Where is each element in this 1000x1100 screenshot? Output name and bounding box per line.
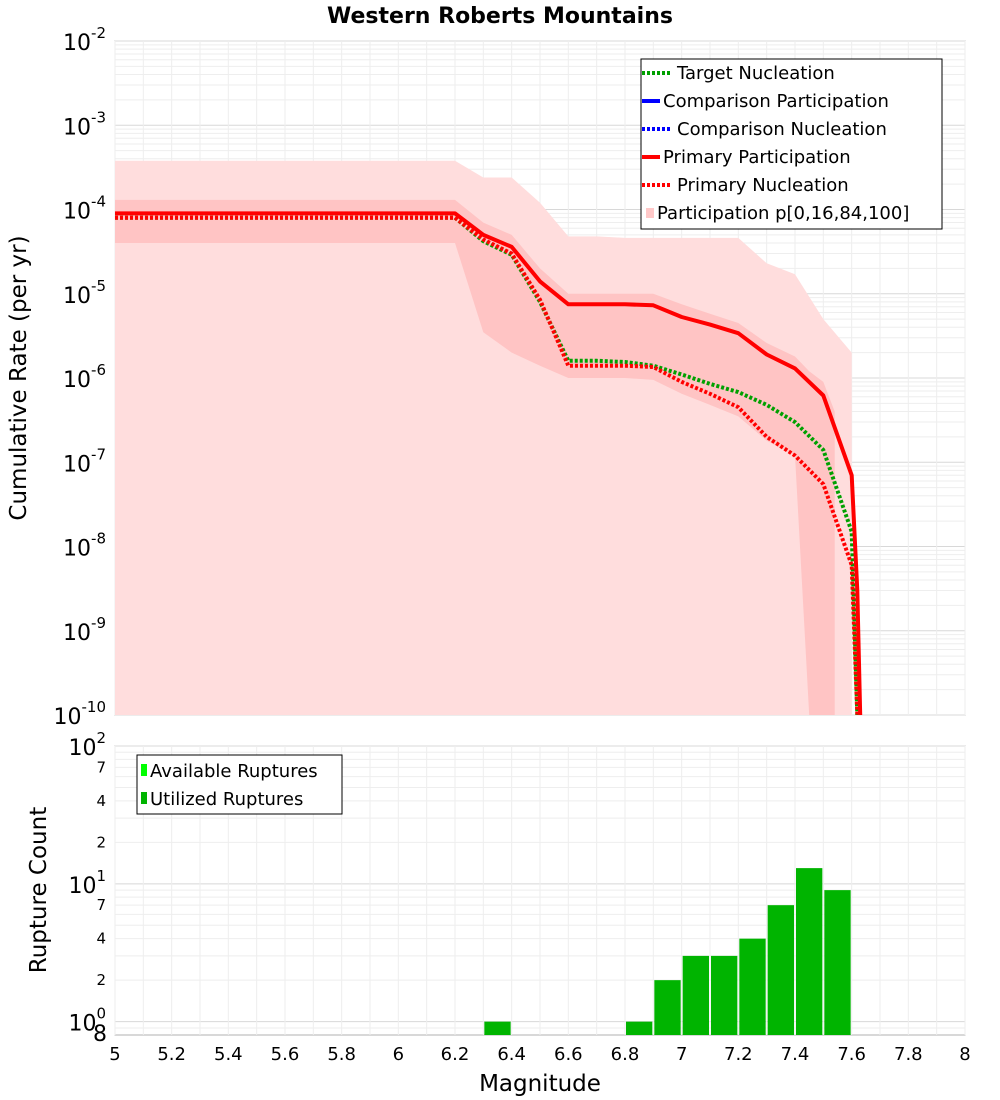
utilized-rupture-bar <box>626 1021 653 1035</box>
count-y-bottom-label: 8 <box>93 1022 107 1047</box>
count-legend-swatch <box>141 764 147 776</box>
x-tick-label: 6.8 <box>611 1044 640 1065</box>
count-y-minor-tick-label: 4 <box>96 792 106 810</box>
x-tick-label: 6.4 <box>497 1044 526 1065</box>
count-legend-box <box>136 754 343 815</box>
count-y-minor-tick-label: 2 <box>96 833 106 851</box>
legend-label: Participation p[0,16,84,100] <box>657 203 909 224</box>
count-y-tick-label: 101 <box>68 867 106 899</box>
x-axis-ticks: 5 5.2 5.4 5.6 5.8 6 6.2 6.4 6.6 6.8 7 7.2 7.4 7.6 7.8 8 <box>109 1044 970 1065</box>
utilized-rupture-bar <box>767 905 794 1035</box>
rate-y-tick-label: 10-9 <box>63 614 106 646</box>
x-tick-label: 5.6 <box>271 1044 300 1065</box>
legend-label: Primary Nucleation <box>677 175 849 196</box>
rate-y-tick-label: 10-4 <box>63 193 106 225</box>
x-tick-label: 7.4 <box>781 1044 810 1065</box>
rate-y-tick-label: 10-5 <box>63 277 106 309</box>
primary-participation-line <box>115 211 863 716</box>
count-y-axis-label: Rupture Count <box>26 807 52 973</box>
x-tick-label: 8 <box>959 1044 970 1065</box>
legend-label: Comparison Participation <box>663 91 889 112</box>
rate-y-tick-label: 10-6 <box>63 361 106 393</box>
legend-swatch-band <box>646 208 654 218</box>
primary-nucleation-line <box>115 215 860 716</box>
count-legend-label: Utilized Ruptures <box>150 789 303 810</box>
count-y-minor-tick-label: 7 <box>96 758 106 776</box>
utilized-rupture-bar <box>739 938 766 1035</box>
rate-legend: Target Nucleation Comparison Participatio… <box>640 58 943 230</box>
utilized-rupture-bar <box>824 890 851 1035</box>
rate-y-tick-label: 10-2 <box>63 24 106 56</box>
count-y-minor-tick-label: 2 <box>96 971 106 989</box>
x-tick-label: 5.2 <box>157 1044 186 1065</box>
utilized-rupture-bar <box>654 980 681 1035</box>
rate-y-tick-label: 10-7 <box>63 445 106 477</box>
count-y-tick-label: 102 <box>68 729 106 761</box>
rate-y-axis-ticks: 10-10 10-9 10-8 10-7 10-6 10-5 10-4 10-3 10-2 <box>54 24 107 730</box>
count-y-axis-ticks: 100 101 102 2 4 7 2 4 7 8 <box>68 729 107 1047</box>
count-legend-label: Available Ruptures <box>150 761 318 782</box>
x-tick-label: 7.6 <box>837 1044 866 1065</box>
legend-label: Primary Participation <box>663 147 851 168</box>
rate-legend-box <box>640 58 943 230</box>
rate-y-tick-label: 10-8 <box>63 530 106 562</box>
x-tick-label: 6 <box>393 1044 404 1065</box>
rate-y-tick-label: 10-10 <box>54 698 107 730</box>
count-y-tick-label: 100 <box>68 1005 106 1037</box>
x-tick-label: 5.4 <box>214 1044 243 1065</box>
count-legend-swatch <box>141 792 147 804</box>
count-legend: Available Ruptures Utilized Ruptures <box>136 754 343 815</box>
x-tick-label: 7.8 <box>894 1044 923 1065</box>
legend-label: Target Nucleation <box>676 63 835 84</box>
count-plot-bars <box>484 868 851 1035</box>
utilized-rupture-bar <box>682 955 709 1035</box>
participation-band <box>115 199 835 715</box>
utilized-rupture-bar <box>796 868 823 1035</box>
chart-title: Western Roberts Mountains <box>327 4 673 29</box>
x-tick-label: 5.8 <box>327 1044 356 1065</box>
utilized-rupture-bar <box>711 955 738 1035</box>
rate-plot-bands <box>115 160 852 715</box>
legend-label: Comparison Nucleation <box>677 119 887 140</box>
count-y-minor-tick-label: 4 <box>96 930 106 948</box>
x-tick-label: 6.2 <box>441 1044 470 1065</box>
rate-y-axis-label: Cumulative Rate (per yr) <box>6 235 32 520</box>
x-axis-label: Magnitude <box>479 1071 601 1097</box>
count-y-minor-tick-label: 7 <box>96 896 106 914</box>
rate-plot-lines <box>115 211 863 716</box>
x-tick-label: 5 <box>109 1044 120 1065</box>
x-tick-label: 7.2 <box>724 1044 753 1065</box>
x-tick-label: 6.6 <box>554 1044 583 1065</box>
x-tick-label: 7 <box>676 1044 687 1065</box>
utilized-rupture-bar <box>484 1021 511 1035</box>
rate-y-tick-label: 10-3 <box>63 108 106 140</box>
